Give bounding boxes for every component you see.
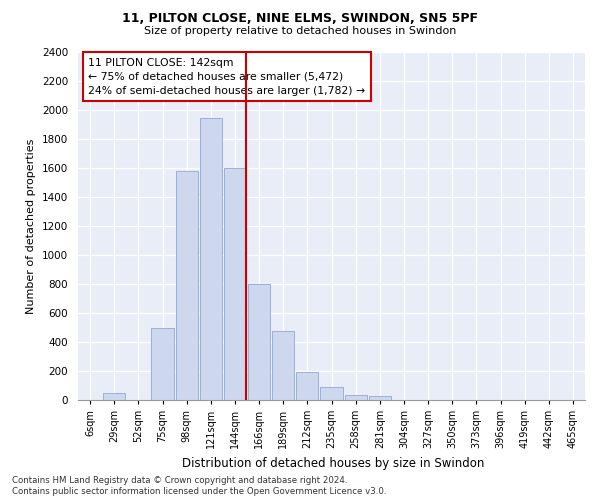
Bar — [344, 395, 367, 400]
Bar — [296, 372, 319, 400]
Y-axis label: Number of detached properties: Number of detached properties — [26, 138, 37, 314]
Text: 11, PILTON CLOSE, NINE ELMS, SWINDON, SN5 5PF: 11, PILTON CLOSE, NINE ELMS, SWINDON, SN… — [122, 12, 478, 26]
Text: Contains public sector information licensed under the Open Government Licence v3: Contains public sector information licen… — [12, 488, 386, 496]
Text: Distribution of detached houses by size in Swindon: Distribution of detached houses by size … — [182, 458, 484, 470]
Bar — [320, 387, 343, 400]
Text: Contains HM Land Registry data © Crown copyright and database right 2024.: Contains HM Land Registry data © Crown c… — [12, 476, 347, 485]
Text: Size of property relative to detached houses in Swindon: Size of property relative to detached ho… — [144, 26, 456, 36]
Bar — [176, 171, 198, 400]
Bar — [200, 118, 222, 400]
Bar — [224, 168, 246, 400]
Bar — [368, 396, 391, 400]
Bar — [248, 284, 270, 400]
Bar — [151, 328, 173, 400]
Text: 11 PILTON CLOSE: 142sqm
← 75% of detached houses are smaller (5,472)
24% of semi: 11 PILTON CLOSE: 142sqm ← 75% of detache… — [88, 58, 365, 96]
Bar — [103, 393, 125, 400]
Bar — [272, 330, 295, 400]
